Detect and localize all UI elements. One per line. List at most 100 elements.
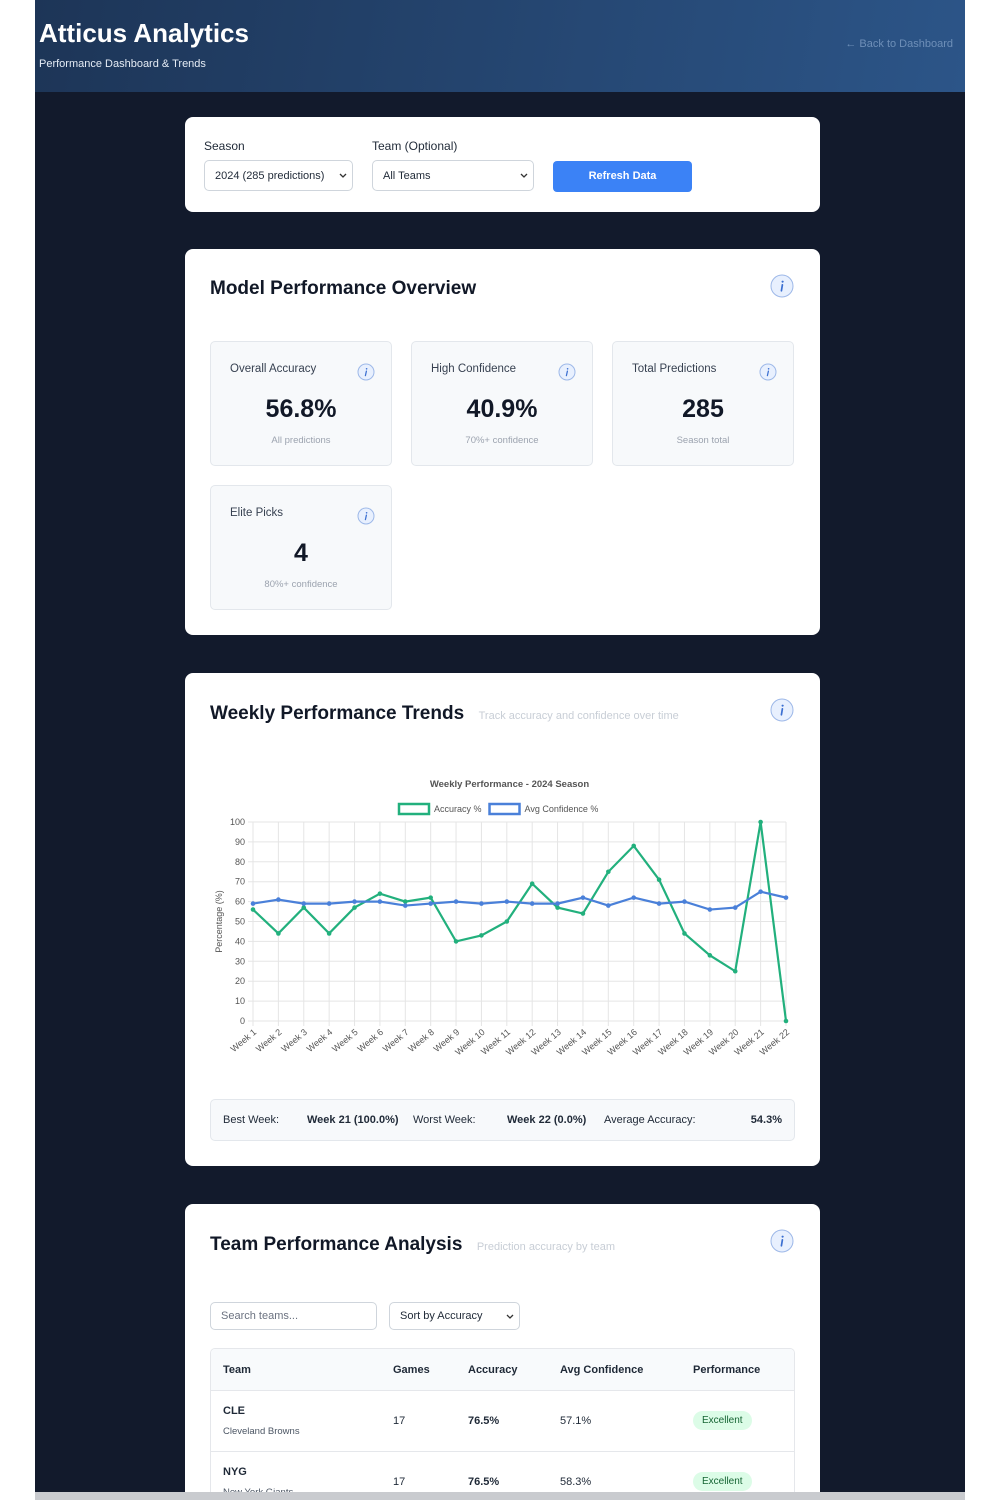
data-point bbox=[326, 931, 332, 936]
stat-label: Elite Picks bbox=[230, 507, 284, 519]
data-point bbox=[504, 899, 510, 904]
stat-value: 285 bbox=[682, 395, 724, 423]
data-point bbox=[529, 901, 535, 906]
info-button[interactable] bbox=[558, 363, 576, 381]
trends-subtitle: Track accuracy and confidence over time bbox=[478, 710, 679, 722]
summary-label: Average Accuracy: bbox=[604, 1114, 696, 1126]
data-point bbox=[453, 899, 459, 904]
chart-title: Weekly Performance - 2024 Season bbox=[430, 779, 589, 790]
data-point bbox=[250, 901, 256, 906]
chevron bbox=[339, 173, 347, 178]
data-point bbox=[606, 869, 611, 875]
team-games: 17 bbox=[393, 1476, 406, 1488]
data-point bbox=[250, 907, 256, 912]
y-tick-label: 10 bbox=[235, 996, 245, 1006]
column-header: Performance bbox=[693, 1364, 761, 1376]
chevron bbox=[520, 173, 528, 178]
search-placeholder: Search teams... bbox=[221, 1310, 299, 1322]
trends-title: Weekly Performance Trends bbox=[210, 703, 465, 724]
data-point bbox=[529, 881, 535, 886]
stat-label: Total Predictions bbox=[632, 363, 717, 375]
y-tick-label: 80 bbox=[235, 857, 245, 867]
trends-card: Weekly Performance Trends Track accuracy… bbox=[185, 673, 820, 1166]
data-point bbox=[783, 895, 789, 900]
stat-value: 4 bbox=[294, 539, 308, 567]
x-tick-label: Week 3 bbox=[279, 1027, 309, 1054]
team-confidence: 58.3% bbox=[560, 1476, 592, 1488]
chevron bbox=[506, 1314, 514, 1319]
data-point bbox=[352, 899, 357, 904]
info-button[interactable] bbox=[357, 363, 375, 381]
performance-badge: Excellent bbox=[693, 1411, 752, 1430]
season-select[interactable]: 2024 (285 predictions) bbox=[204, 160, 353, 191]
legend-swatch bbox=[488, 802, 521, 816]
sort-value: Sort by Accuracy bbox=[400, 1310, 483, 1322]
info-button[interactable] bbox=[770, 1229, 794, 1253]
y-tick-label: 30 bbox=[235, 956, 245, 966]
team-abbr: CLE bbox=[223, 1405, 245, 1417]
team-select[interactable]: All Teams bbox=[372, 160, 534, 191]
data-point bbox=[656, 877, 662, 883]
season-label: Season bbox=[204, 139, 245, 153]
data-point bbox=[504, 919, 510, 924]
team-abbr: NYG bbox=[223, 1466, 247, 1478]
back-link[interactable]: ← Back to Dashboard bbox=[845, 38, 953, 50]
info-button[interactable] bbox=[759, 363, 777, 381]
data-point bbox=[428, 901, 433, 906]
data-point bbox=[631, 895, 637, 900]
app-title: Atticus Analytics bbox=[39, 18, 249, 48]
team-accuracy: 76.5% bbox=[468, 1476, 500, 1488]
data-point bbox=[301, 905, 307, 910]
y-tick-label: 100 bbox=[230, 817, 245, 827]
data-point bbox=[402, 899, 408, 904]
data-point bbox=[707, 953, 713, 958]
summary-value: 54.3% bbox=[750, 1114, 782, 1126]
table-row: CLE Cleveland Browns 17 76.5% 57.1% Exce… bbox=[211, 1391, 794, 1452]
data-point bbox=[606, 903, 611, 908]
data-point bbox=[631, 843, 637, 849]
y-tick-label: 0 bbox=[240, 1016, 245, 1026]
bottom-bar bbox=[35, 1492, 965, 1500]
teams-heading: Team Performance Analysis Prediction acc… bbox=[210, 1234, 615, 1256]
performance-badge: Excellent bbox=[693, 1472, 752, 1491]
y-axis-label: Percentage (%) bbox=[214, 890, 224, 953]
table-header: Team Games Accuracy Avg Confidence Perfo… bbox=[211, 1349, 794, 1391]
y-tick-label: 20 bbox=[235, 976, 245, 986]
summary-value: Week 21 (100.0%) bbox=[307, 1114, 399, 1126]
data-point bbox=[682, 899, 687, 904]
data-point bbox=[352, 905, 357, 910]
data-point bbox=[377, 899, 383, 904]
trends-heading: Weekly Performance Trends Track accuracy… bbox=[210, 703, 679, 725]
x-tick-label: Week 1 bbox=[229, 1027, 259, 1054]
data-line bbox=[252, 890, 787, 911]
app-frame: Atticus Analytics Performance Dashboard … bbox=[35, 0, 965, 1500]
filters-card: Season 2024 (285 predictions) Team (Opti… bbox=[185, 117, 820, 212]
data-point bbox=[276, 931, 281, 936]
team-table: Team Games Accuracy Avg Confidence Perfo… bbox=[210, 1348, 795, 1500]
data-point bbox=[707, 907, 713, 912]
summary-label: Worst Week: bbox=[413, 1114, 476, 1126]
y-tick-label: 70 bbox=[235, 877, 245, 887]
column-header: Games bbox=[393, 1364, 430, 1376]
column-header: Accuracy bbox=[468, 1364, 518, 1376]
data-point bbox=[402, 903, 408, 908]
data-point bbox=[479, 933, 484, 938]
column-header: Avg Confidence bbox=[560, 1364, 644, 1376]
stat-value: 56.8% bbox=[265, 395, 337, 423]
team-search[interactable]: Search teams... bbox=[210, 1302, 377, 1330]
refresh-button[interactable]: Refresh Data bbox=[553, 161, 692, 192]
team-label: Team (Optional) bbox=[372, 139, 458, 153]
legend-swatch bbox=[397, 802, 431, 816]
team-accuracy: 76.5% bbox=[468, 1415, 500, 1427]
data-point bbox=[555, 905, 560, 910]
column-header: Team bbox=[223, 1364, 251, 1376]
overview-card: Model Performance Overview Overall Accur… bbox=[185, 249, 820, 635]
data-point bbox=[555, 901, 560, 906]
sort-select[interactable]: Sort by Accuracy bbox=[389, 1302, 520, 1330]
info-button[interactable] bbox=[357, 507, 375, 525]
info-button[interactable] bbox=[770, 698, 794, 722]
data-point bbox=[326, 901, 332, 906]
y-tick-label: 40 bbox=[235, 936, 245, 946]
y-tick-label: 60 bbox=[235, 897, 245, 907]
info-button[interactable] bbox=[770, 274, 794, 298]
